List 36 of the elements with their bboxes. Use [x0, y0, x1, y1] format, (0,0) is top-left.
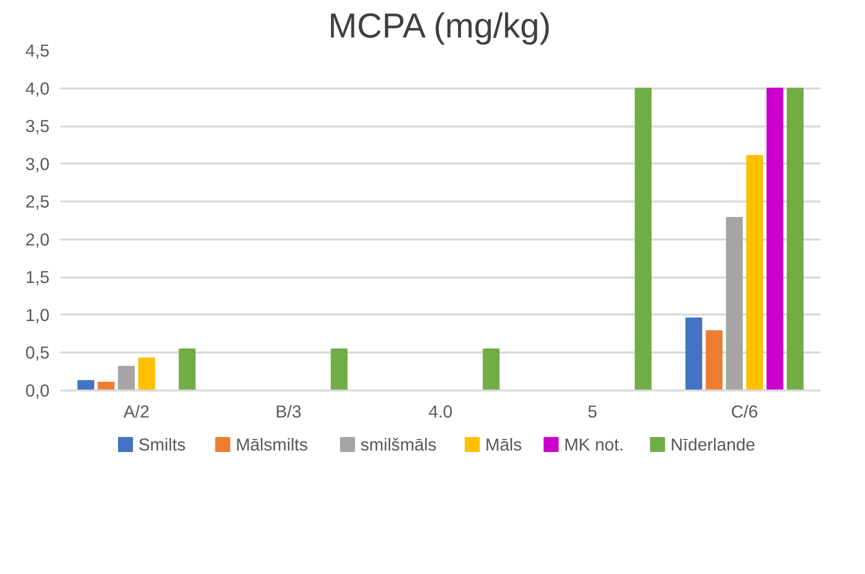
bar [118, 366, 135, 390]
legend-label: Nīderlande [670, 434, 756, 454]
y-tick-label: 1,0 [25, 304, 50, 325]
y-tick-label: 1,5 [25, 267, 50, 288]
legend-label: Māls [485, 434, 522, 454]
x-tick-label: A/2 [123, 402, 150, 422]
bar [786, 88, 804, 390]
bar [634, 88, 652, 390]
legend-label: MK not. [564, 434, 624, 454]
y-tick-label: 2,0 [25, 229, 50, 250]
bar [77, 380, 94, 390]
bar [98, 382, 115, 390]
bar [766, 88, 784, 390]
legend-label: Smilts [138, 434, 186, 454]
y-tick-label: 4,0 [25, 78, 50, 98]
x-tick-label: B/3 [275, 402, 302, 422]
bar [330, 348, 348, 390]
legend-label: smilšmāls [360, 434, 437, 454]
bar [685, 317, 702, 390]
y-tick-label: 3,5 [25, 116, 50, 136]
bar [178, 348, 196, 390]
bar [746, 155, 764, 390]
bar [138, 358, 156, 390]
bar [726, 216, 743, 390]
y-tick-label: 0,0 [25, 380, 50, 400]
x-tick-label: C/6 [731, 402, 758, 422]
y-tick-label: 4,5 [25, 40, 50, 60]
bar [706, 330, 723, 390]
y-tick-label: 3,0 [25, 154, 50, 174]
bar [482, 348, 500, 390]
x-tick-label: 4.0 [428, 402, 453, 422]
y-tick-label: 2,5 [25, 192, 50, 212]
legend-label: Mālsmilts [236, 434, 308, 454]
x-tick-label: 5 [588, 402, 598, 422]
chart-title: MCPA (mg/kg) [328, 8, 551, 46]
y-tick-label: 0,5 [25, 342, 50, 363]
